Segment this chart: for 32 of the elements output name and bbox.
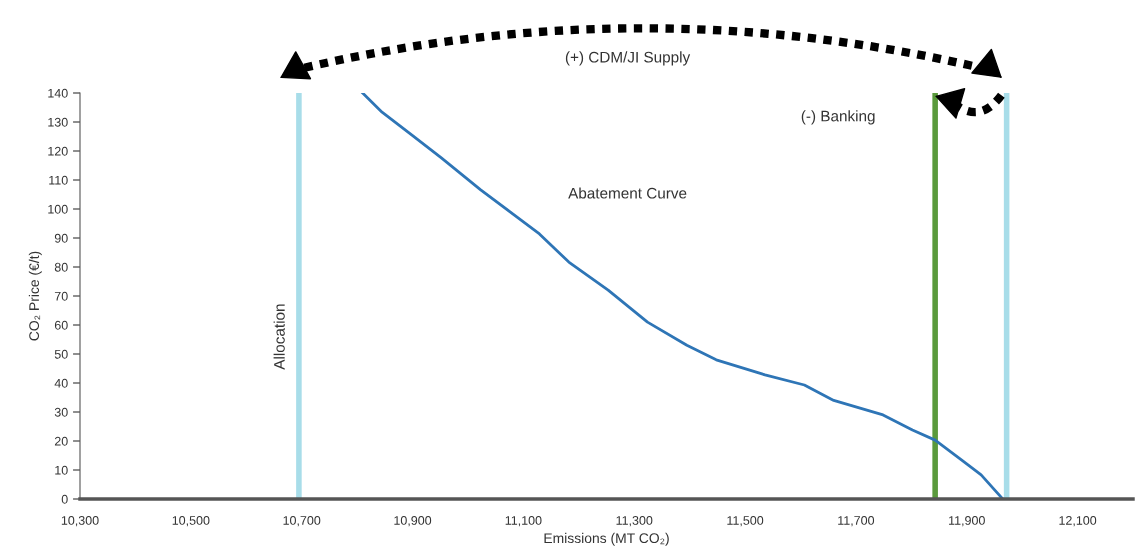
annotation: Abatement Curve [568, 187, 687, 199]
y-tick-label: 120 [48, 146, 68, 156]
y-tick-label: 90 [54, 233, 68, 243]
x-tick-label: 10,500 [172, 516, 210, 527]
x-tick-label: 12,100 [1059, 516, 1097, 527]
y-tick-label: 60 [54, 320, 68, 330]
y-axis-title: CO₂ Price (€/t) [28, 251, 42, 341]
x-tick-label: 11,500 [727, 516, 764, 527]
y-tick-label: 80 [54, 262, 68, 272]
y-tick-label: 50 [54, 349, 68, 359]
y-tick-label: 30 [54, 407, 68, 417]
line-series [361, 93, 1005, 499]
y-tick-label: 100 [48, 204, 68, 214]
ref-line-label: Allocation [273, 304, 285, 370]
x-tick-label: 11,900 [949, 516, 985, 527]
y-tick-label: 110 [49, 175, 68, 185]
x-tick-label: 11,100 [505, 516, 542, 527]
y-tick-label: 40 [54, 378, 68, 388]
y-tick-label: 10 [55, 465, 68, 475]
y-tick-label: 0 [61, 494, 68, 504]
y-tick-label: 20 [54, 436, 68, 446]
annotation: (-) Banking [801, 110, 875, 125]
x-tick-label: 10,700 [283, 516, 321, 527]
y-tick-label: 130 [48, 117, 68, 127]
text: (+) CDM/JI Supply [565, 51, 691, 66]
x-tick-label: 10,900 [394, 516, 432, 527]
x-axis-title: Emissions (MT CO₂) [544, 532, 669, 546]
x-tick-label: 11,700 [838, 516, 875, 527]
y-tick-label: 140 [48, 88, 68, 98]
y-tick-label: 70 [54, 291, 68, 301]
x-tick-label: 10,300 [61, 516, 99, 527]
x-tick-label: 11,300 [616, 516, 653, 527]
